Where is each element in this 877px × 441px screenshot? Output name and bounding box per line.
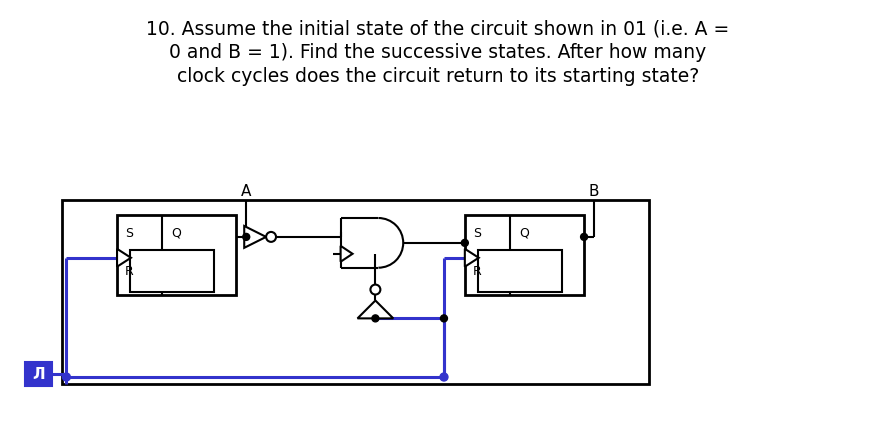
Polygon shape [244, 226, 266, 248]
Bar [62, 200, 649, 384]
Circle shape [440, 373, 448, 381]
Circle shape [62, 373, 70, 381]
Bar [25, 362, 53, 386]
Bar [478, 250, 562, 292]
Text: Q: Q [172, 227, 182, 240]
Bar [117, 215, 236, 295]
Text: S: S [125, 227, 133, 240]
Bar [130, 250, 214, 292]
Text: S: S [473, 227, 481, 240]
Polygon shape [465, 249, 479, 267]
Bar [465, 215, 584, 295]
Polygon shape [358, 300, 393, 318]
Text: R: R [473, 265, 481, 278]
Circle shape [372, 315, 379, 322]
Text: R: R [125, 265, 133, 278]
Circle shape [243, 233, 250, 240]
Text: A: A [241, 184, 252, 199]
Circle shape [370, 284, 381, 295]
Text: clock cycles does the circuit return to its starting state?: clock cycles does the circuit return to … [177, 67, 699, 86]
Polygon shape [117, 249, 131, 267]
Text: B: B [588, 184, 599, 199]
Text: Л: Л [32, 366, 45, 381]
Polygon shape [340, 246, 353, 262]
Circle shape [581, 233, 588, 240]
Circle shape [440, 315, 447, 322]
Text: 10. Assume the initial state of the circuit shown in 01 (i.e. A =: 10. Assume the initial state of the circ… [146, 19, 730, 38]
Circle shape [266, 232, 276, 242]
Text: Q: Q [519, 227, 530, 240]
Circle shape [461, 239, 468, 247]
Text: 0 and B = 1). Find the successive states. After how many: 0 and B = 1). Find the successive states… [169, 43, 707, 62]
